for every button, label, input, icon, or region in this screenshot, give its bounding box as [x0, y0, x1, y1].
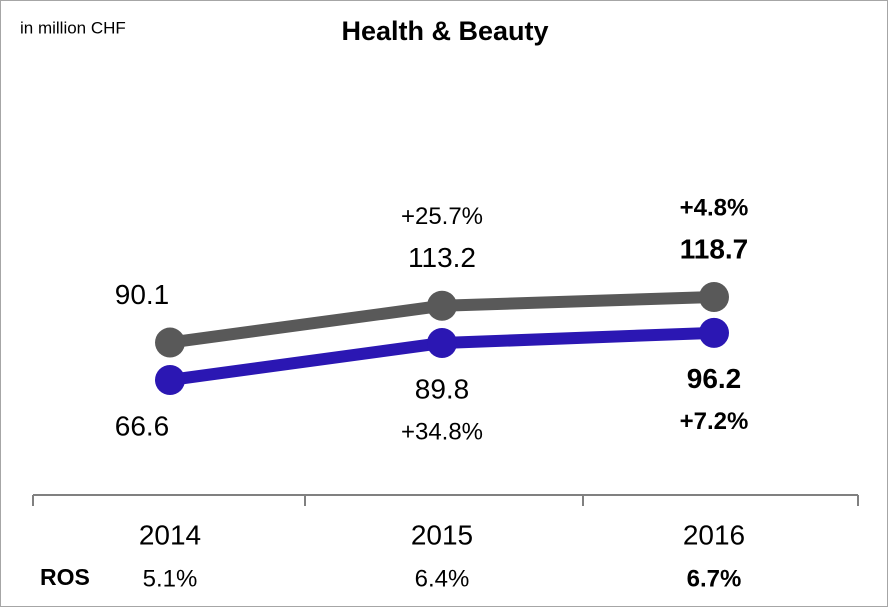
chart-title: Health & Beauty — [341, 16, 548, 46]
unit-label: in million CHF — [20, 18, 126, 37]
data-label: 118.7 — [680, 233, 749, 264]
ros-value: 5.1% — [143, 565, 198, 592]
growth-label: +25.7% — [401, 203, 483, 230]
series-marker — [699, 282, 729, 312]
series-marker — [699, 317, 729, 348]
ros-value: 6.7% — [687, 565, 742, 592]
ros-value: 6.4% — [415, 565, 470, 592]
data-label: 96.2 — [687, 363, 742, 394]
data-label: 113.2 — [408, 242, 476, 273]
data-label: 89.8 — [415, 373, 470, 404]
x-tick-label: 2014 — [139, 519, 201, 550]
series-marker — [155, 327, 185, 358]
growth-label: +4.8% — [680, 194, 749, 221]
ros-label: ROS — [40, 564, 90, 590]
x-tick-label: 2015 — [411, 519, 473, 550]
series-marker — [427, 328, 457, 359]
x-tick-label: 2016 — [683, 519, 745, 550]
growth-label: +34.8% — [401, 418, 483, 445]
data-label: 66.6 — [115, 410, 170, 441]
series-marker — [155, 365, 185, 395]
data-label: 90.1 — [115, 279, 170, 310]
growth-label: +7.2% — [680, 408, 749, 435]
series-marker — [427, 290, 457, 321]
